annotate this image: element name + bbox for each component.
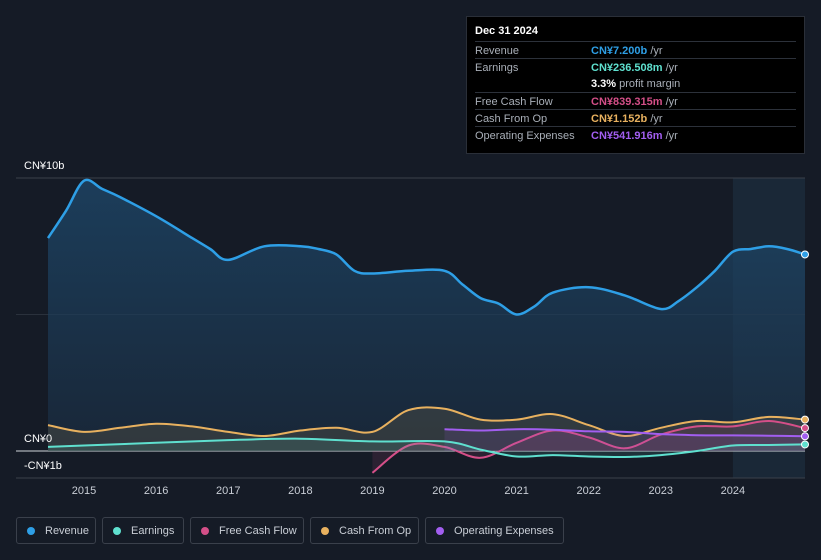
tooltip-label: Free Cash Flow bbox=[475, 96, 553, 108]
earnings-end-marker bbox=[801, 440, 809, 449]
legend-label: Cash From Op bbox=[339, 524, 412, 537]
x-tick-label: 2019 bbox=[360, 485, 385, 497]
x-tick-label: 2018 bbox=[288, 485, 313, 497]
legend-label: Earnings bbox=[131, 524, 175, 537]
x-tick-label: 2024 bbox=[720, 485, 746, 497]
legend-free-cash-flow[interactable]: Free Cash Flow bbox=[190, 517, 304, 544]
tooltip-value: CN¥839.315m /yr bbox=[591, 96, 678, 108]
x-tick-label: 2023 bbox=[648, 485, 674, 497]
y-label-top: CN¥10b bbox=[24, 160, 65, 172]
y-label-bottom: -CN¥1b bbox=[24, 460, 62, 472]
earnings-area bbox=[48, 438, 805, 458]
tooltip-label: Cash From Op bbox=[475, 113, 548, 125]
tooltip-row-revenue: Revenue CN¥7.200b /yr bbox=[475, 41, 796, 59]
free-cash-flow-line bbox=[371, 419, 806, 474]
tooltip-value: CN¥541.916m /yr bbox=[591, 130, 678, 142]
legend-dot bbox=[201, 526, 209, 535]
revenue-end-marker bbox=[801, 250, 809, 259]
cash-from-op-end-marker bbox=[801, 415, 809, 424]
tooltip-row-margin: 3.3% profit margin bbox=[475, 75, 796, 92]
free-cash-flow-area bbox=[372, 420, 805, 473]
legend-dot bbox=[436, 526, 444, 535]
legend-dot bbox=[321, 526, 329, 535]
tooltip-label: Earnings bbox=[475, 62, 519, 74]
tooltip-panel: Dec 31 2024 Revenue CN¥7.200b /yr Earnin… bbox=[466, 16, 805, 154]
legend-revenue[interactable]: Revenue bbox=[16, 517, 96, 544]
revenue-line bbox=[46, 178, 806, 316]
operating-expenses-end-marker bbox=[801, 432, 809, 441]
legend-dot bbox=[113, 526, 121, 535]
tooltip-row-opex: Operating Expenses CN¥541.916m /yr bbox=[475, 126, 796, 144]
legend-operating-expenses[interactable]: Operating Expenses bbox=[425, 517, 564, 544]
revenue-area bbox=[48, 179, 805, 451]
x-tick-label: 2021 bbox=[504, 485, 529, 497]
tooltip-row-earnings: Earnings CN¥236.508m /yr bbox=[475, 58, 796, 76]
legend-label: Revenue bbox=[45, 524, 90, 537]
legend-dot bbox=[27, 526, 35, 535]
tooltip-value: 3.3% profit margin bbox=[591, 78, 681, 90]
legend-label: Operating Expenses bbox=[454, 524, 554, 537]
x-tick-label: 2016 bbox=[143, 485, 169, 497]
legend-earnings[interactable]: Earnings bbox=[102, 517, 184, 544]
operating-expenses-line bbox=[444, 428, 806, 438]
tooltip-row-fcf: Free Cash Flow CN¥839.315m /yr bbox=[475, 92, 796, 110]
tooltip-date: Dec 31 2024 bbox=[475, 25, 538, 37]
legend-cash-from-op[interactable]: Cash From Op bbox=[310, 517, 419, 544]
tooltip-row-cfo: Cash From Op CN¥1.152b /yr bbox=[475, 109, 796, 127]
x-tick-label: 2022 bbox=[576, 485, 601, 497]
earnings-line bbox=[47, 437, 806, 459]
operating-expenses-area bbox=[444, 429, 805, 451]
y-label-zero: CN¥0 bbox=[24, 433, 53, 445]
x-tick-label: 2015 bbox=[71, 485, 97, 497]
legend-label: Free Cash Flow bbox=[219, 524, 297, 537]
cash-from-op-line bbox=[47, 406, 806, 438]
free-cash-flow-end-marker bbox=[801, 424, 809, 433]
tooltip-value: CN¥7.200b /yr bbox=[591, 45, 663, 57]
tooltip-label: Operating Expenses bbox=[475, 130, 575, 142]
x-tick-label: 2020 bbox=[432, 485, 457, 497]
tooltip-value: CN¥236.508m /yr bbox=[591, 62, 678, 74]
x-tick-label: 2017 bbox=[215, 485, 241, 497]
tooltip-label: Revenue bbox=[475, 45, 520, 57]
tooltip-value: CN¥1.152b /yr bbox=[591, 113, 663, 125]
